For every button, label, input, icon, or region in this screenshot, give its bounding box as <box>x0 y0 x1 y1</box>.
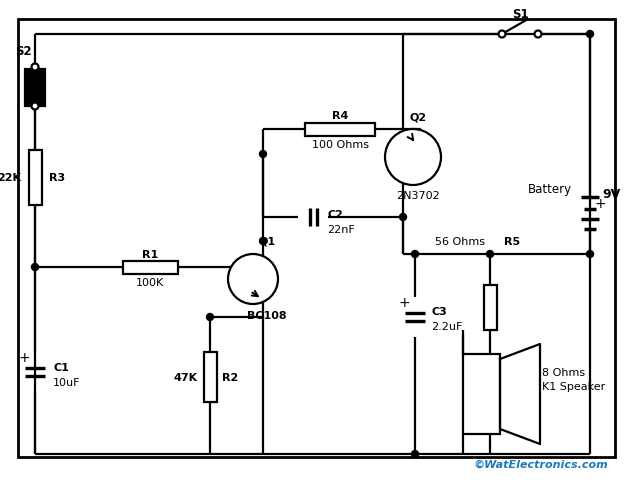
Text: R1: R1 <box>142 250 158 260</box>
Text: +: + <box>18 350 30 364</box>
Text: Q2: Q2 <box>409 112 426 122</box>
Bar <box>122 261 177 274</box>
Circle shape <box>31 103 38 110</box>
Text: K1 Speaker: K1 Speaker <box>542 381 605 391</box>
Text: ©WatElectronics.com: ©WatElectronics.com <box>473 459 608 469</box>
Text: 2.2uF: 2.2uF <box>431 321 462 331</box>
Text: R5: R5 <box>504 237 520 247</box>
Text: BC108: BC108 <box>247 311 287 320</box>
Circle shape <box>586 31 594 38</box>
Text: S1: S1 <box>512 9 529 22</box>
Circle shape <box>498 31 505 38</box>
Polygon shape <box>500 344 540 444</box>
Circle shape <box>31 264 38 271</box>
Circle shape <box>586 251 594 258</box>
Text: 2N3702: 2N3702 <box>396 191 440 201</box>
Text: 56 Ohms: 56 Ohms <box>435 237 485 247</box>
Bar <box>463 354 500 434</box>
Text: 100K: 100K <box>136 277 164 288</box>
Circle shape <box>487 251 493 258</box>
Text: 47K: 47K <box>174 372 198 382</box>
Circle shape <box>228 254 278 304</box>
Text: 100 Ohms: 100 Ohms <box>312 140 369 150</box>
Circle shape <box>260 238 266 245</box>
Text: R4: R4 <box>332 111 348 121</box>
Text: C2: C2 <box>327 210 343 219</box>
Bar <box>28 150 41 205</box>
Text: +: + <box>594 197 606 211</box>
Text: Battery: Battery <box>528 183 572 196</box>
Text: C3: C3 <box>431 306 447 316</box>
Text: 22K: 22K <box>0 173 21 182</box>
Text: 8 Ohms: 8 Ohms <box>542 367 585 377</box>
Circle shape <box>411 251 418 258</box>
Bar <box>204 352 216 402</box>
Circle shape <box>260 151 266 158</box>
Circle shape <box>206 314 214 321</box>
Text: 22nF: 22nF <box>327 225 355 235</box>
Bar <box>25 70 45 107</box>
Circle shape <box>385 130 441 186</box>
Bar <box>305 123 375 136</box>
Text: R3: R3 <box>49 173 65 182</box>
Text: +: + <box>398 295 410 309</box>
Text: 9V: 9V <box>602 188 620 201</box>
Text: R2: R2 <box>222 372 238 382</box>
Circle shape <box>399 214 406 221</box>
Text: C1: C1 <box>53 362 69 372</box>
Bar <box>483 285 497 330</box>
Text: Q1: Q1 <box>258 237 275 247</box>
Circle shape <box>411 451 418 457</box>
Circle shape <box>31 64 38 72</box>
Text: 10uF: 10uF <box>53 377 80 387</box>
Circle shape <box>534 31 542 38</box>
Text: S2: S2 <box>14 45 31 58</box>
